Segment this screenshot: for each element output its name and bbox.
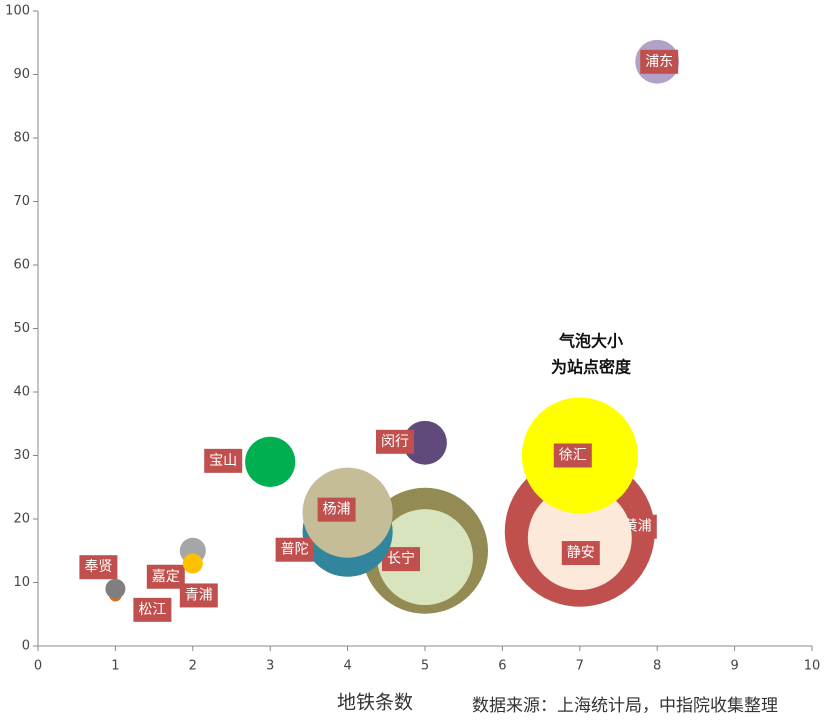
bubble-label: 徐汇 bbox=[559, 448, 587, 464]
x-tick-label: 3 bbox=[266, 659, 274, 674]
bubble bbox=[403, 420, 447, 465]
label-box bbox=[146, 564, 185, 589]
bubble-label: 宝山 bbox=[209, 453, 237, 469]
x-tick-label: 10 bbox=[804, 659, 821, 674]
source: 数据来源：上海统计局，中指院收集整理 bbox=[472, 696, 778, 716]
bubble-label: 青浦 bbox=[185, 587, 213, 603]
label-box bbox=[553, 443, 592, 468]
x-tick-label: 7 bbox=[576, 659, 584, 674]
x-tick-label: 8 bbox=[653, 659, 661, 674]
y-tick-label: 40 bbox=[13, 385, 30, 400]
label-box bbox=[79, 555, 118, 580]
bubble bbox=[377, 509, 473, 606]
label-box bbox=[133, 597, 172, 622]
y-tick-label: 80 bbox=[13, 131, 30, 146]
label-box bbox=[275, 537, 314, 562]
label-box bbox=[179, 583, 218, 608]
bubble-label: 松江 bbox=[138, 602, 166, 618]
y-tick-label: 70 bbox=[13, 194, 30, 209]
x-axis-label: 地铁条数 bbox=[337, 692, 413, 714]
bubble-label: 普陀 bbox=[281, 542, 309, 558]
y-tick-label: 10 bbox=[13, 575, 30, 590]
bubble-label: 杨浦 bbox=[323, 502, 351, 518]
y-tick-label: 0 bbox=[22, 639, 30, 654]
annotation: 为站点密度 bbox=[551, 358, 632, 377]
bubble bbox=[182, 553, 203, 574]
bubble-label: 嘉定 bbox=[152, 569, 180, 585]
bubble bbox=[245, 436, 296, 487]
label-box bbox=[317, 497, 356, 522]
x-tick-label: 6 bbox=[498, 659, 506, 674]
label-box bbox=[376, 429, 414, 454]
y-tick-label: 20 bbox=[13, 512, 30, 527]
bubble-label: 静安 bbox=[567, 545, 595, 561]
x-tick-label: 1 bbox=[111, 659, 119, 674]
label-box bbox=[382, 547, 420, 572]
label-box bbox=[640, 49, 679, 74]
y-tick-label: 100 bbox=[5, 4, 30, 19]
bubble-label: 长宁 bbox=[387, 550, 415, 567]
y-tick-label: 30 bbox=[13, 448, 30, 463]
bubble-label: 浦东 bbox=[645, 54, 673, 70]
bubble bbox=[105, 578, 126, 599]
label-box bbox=[204, 448, 243, 473]
y-tick-label: 50 bbox=[13, 321, 30, 336]
x-tick-label: 0 bbox=[34, 659, 42, 674]
bubble bbox=[527, 486, 632, 591]
bubble-label: 闵行 bbox=[381, 434, 409, 450]
y-tick-label: 60 bbox=[13, 258, 30, 273]
label-box bbox=[561, 541, 600, 566]
x-tick-label: 2 bbox=[189, 659, 197, 674]
bubble-label: 奉贤 bbox=[84, 559, 112, 575]
x-tick-label: 9 bbox=[730, 659, 738, 674]
y-tick-label: 90 bbox=[13, 67, 30, 82]
annotation: 气泡大小 bbox=[558, 332, 623, 351]
x-tick-label: 4 bbox=[343, 659, 351, 674]
x-tick-label: 5 bbox=[421, 659, 429, 674]
